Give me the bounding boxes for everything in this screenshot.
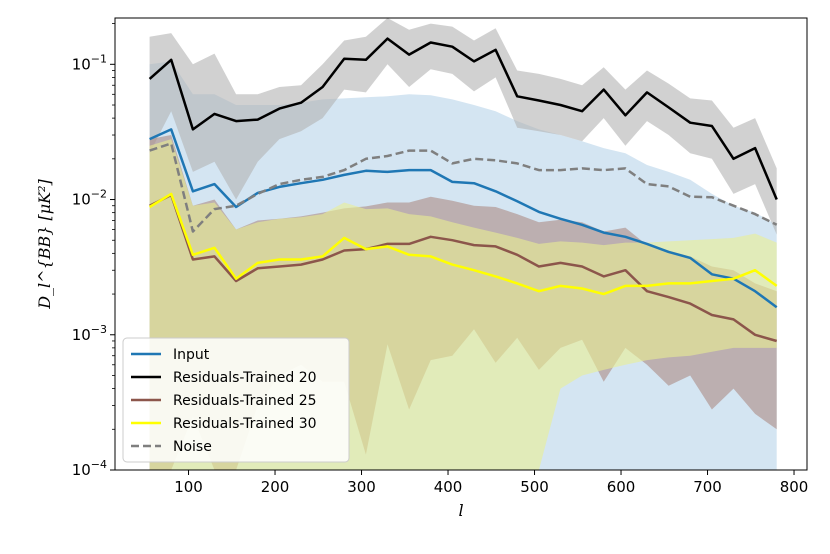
x-tick-label: 200 [261, 478, 290, 496]
legend-label: Input [173, 347, 210, 363]
axes: 100 200 300 400 500 600 700 800 10−410−310−210−… [35, 17, 808, 520]
legend-label: Noise [173, 439, 212, 455]
y-tick-label: 10−1 [72, 52, 107, 73]
line-residuals-trained-20 [148, 37, 778, 200]
legend-label: Residuals-Trained 30 [173, 416, 317, 432]
x-tick-label: 500 [520, 478, 549, 496]
legend-label: Residuals-Trained 25 [173, 393, 317, 409]
legend-box [122, 337, 350, 463]
y-axis-ticks: 10−4 10−3 10−2 10−1 [72, 23, 115, 479]
y-tick-label: 10−3 [72, 323, 107, 344]
x-tick-label: 300 [347, 478, 376, 496]
plot-frame [114, 17, 808, 471]
line-noise [149, 142, 778, 233]
x-tick-label: 400 [434, 478, 463, 496]
line-residuals-trained-30 [148, 192, 778, 296]
legend: Input Residuals-Trained 20 Residuals-Train… [122, 337, 350, 463]
y-axis-label: D_l^{BB} [μK²] [35, 178, 54, 309]
series-lines [148, 37, 778, 343]
x-tick-label: 600 [607, 478, 636, 496]
x-tick-label: 700 [693, 478, 722, 496]
x-tick-label: 800 [780, 478, 809, 496]
x-axis-ticks: 100 200 300 400 500 600 700 800 [174, 470, 808, 496]
band-residuals-trained-20 [149, 18, 777, 235]
legend-label: Residuals-Trained 20 [173, 370, 317, 386]
y-tick-label: 10−4 [72, 458, 107, 479]
line-residuals-trained-25 [149, 193, 778, 343]
y-tick-label: 10−2 [72, 188, 107, 209]
x-axis-label: l [458, 501, 463, 520]
x-tick-label: 100 [174, 478, 203, 496]
